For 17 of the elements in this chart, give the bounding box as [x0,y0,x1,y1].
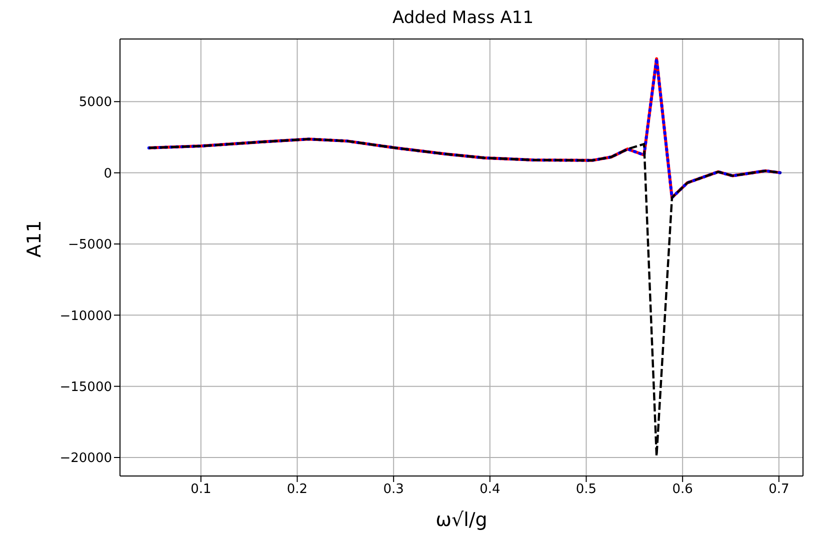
y-tick-label: −10000 [60,308,112,324]
x-tick-label: 0.7 [768,482,790,498]
y-tick-label: 5000 [78,95,112,110]
line-series [148,138,782,458]
x-tick-label: 0.5 [576,482,597,498]
x-tick-label: 0.1 [190,482,212,498]
x-tick-label: 0.3 [383,482,404,498]
y-tick-label: 0 [104,166,112,182]
y-tick-label: −20000 [60,451,112,466]
y-tick-label: −15000 [60,380,112,395]
y-tick-label: −5000 [68,238,112,253]
x-axis-title: ω√l/g [436,509,488,531]
chart-title: Added Mass A11 [391,8,535,28]
x-tick-label: 0.4 [480,482,500,498]
x-tick-label: 0.2 [286,482,308,498]
x-tick-label: 0.6 [672,482,693,498]
y-axis-title: A11 [24,220,46,258]
